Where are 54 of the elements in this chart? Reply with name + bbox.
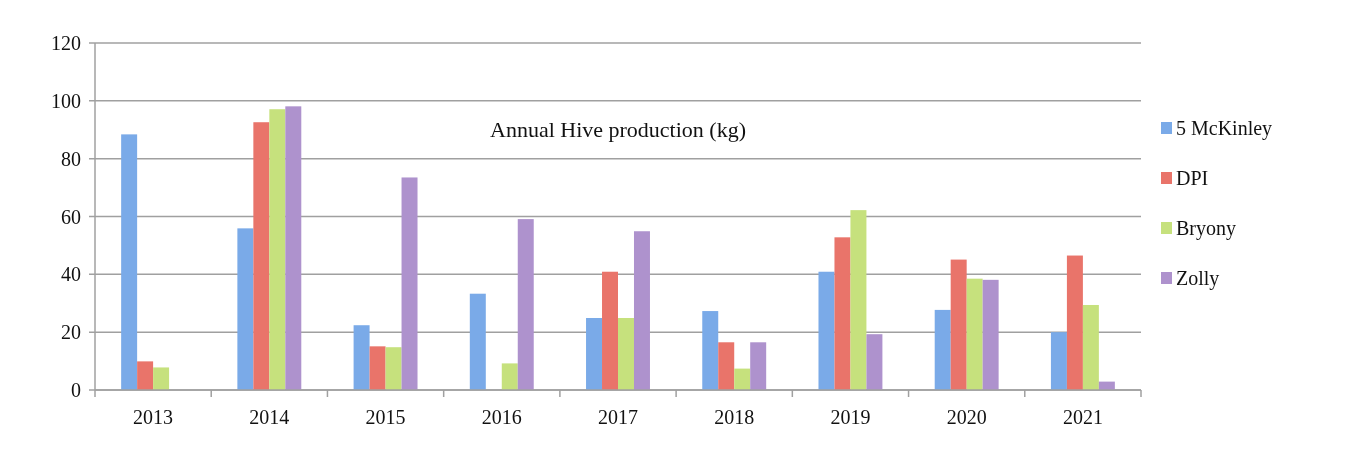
y-tick-label: 40	[61, 263, 81, 286]
bar	[1082, 304, 1099, 390]
bar	[517, 219, 534, 390]
bar	[866, 334, 883, 390]
x-tick-label: 2021	[1062, 406, 1103, 428]
legend-label: Zolly	[1176, 267, 1220, 290]
bar	[966, 278, 983, 390]
x-tick-label: 2018	[714, 406, 755, 428]
bar	[353, 325, 370, 390]
bar	[469, 293, 486, 390]
bar	[153, 367, 170, 390]
bar	[734, 368, 751, 390]
x-tick-label: 2019	[830, 406, 871, 428]
x-tick-label: 2015	[365, 406, 406, 428]
bar	[369, 346, 386, 390]
bar	[121, 134, 138, 390]
bar	[818, 271, 835, 390]
y-tick-label: 60	[61, 205, 81, 228]
bar	[1050, 332, 1067, 390]
bar	[285, 106, 302, 390]
bar	[385, 347, 402, 390]
x-tick-label: 2016	[481, 406, 522, 428]
bar	[501, 363, 518, 390]
bar	[602, 271, 618, 390]
bar	[633, 231, 650, 390]
y-tick-label: 120	[51, 32, 81, 54]
bar	[137, 361, 154, 390]
bar	[618, 318, 634, 390]
x-tick-label: 2017	[598, 406, 638, 428]
bar	[586, 318, 603, 390]
bar	[237, 228, 254, 390]
y-tick-label: 0	[71, 379, 81, 401]
bar	[934, 309, 951, 390]
text: Annual Hive production (kg)	[490, 117, 746, 142]
bar	[253, 122, 270, 390]
bar	[1066, 255, 1083, 390]
y-tick-label: 100	[51, 89, 81, 112]
bar	[950, 259, 967, 390]
bar	[750, 342, 767, 390]
x-tick-label: 2013	[133, 406, 174, 428]
y-tick-label: 20	[61, 321, 81, 344]
y-tick-label: 80	[61, 147, 81, 170]
bar	[982, 279, 999, 390]
bar	[718, 342, 735, 390]
bar	[850, 210, 867, 390]
bar	[401, 177, 418, 390]
bar	[269, 109, 286, 390]
bar	[702, 311, 719, 390]
legend-label: Bryony	[1176, 217, 1236, 240]
legend-label: 5 McKinley	[1176, 117, 1273, 140]
legend-label: DPI	[1176, 167, 1209, 189]
x-tick-label: 2020	[946, 406, 987, 428]
x-tick-label: 2014	[249, 406, 290, 428]
bar	[834, 237, 851, 390]
